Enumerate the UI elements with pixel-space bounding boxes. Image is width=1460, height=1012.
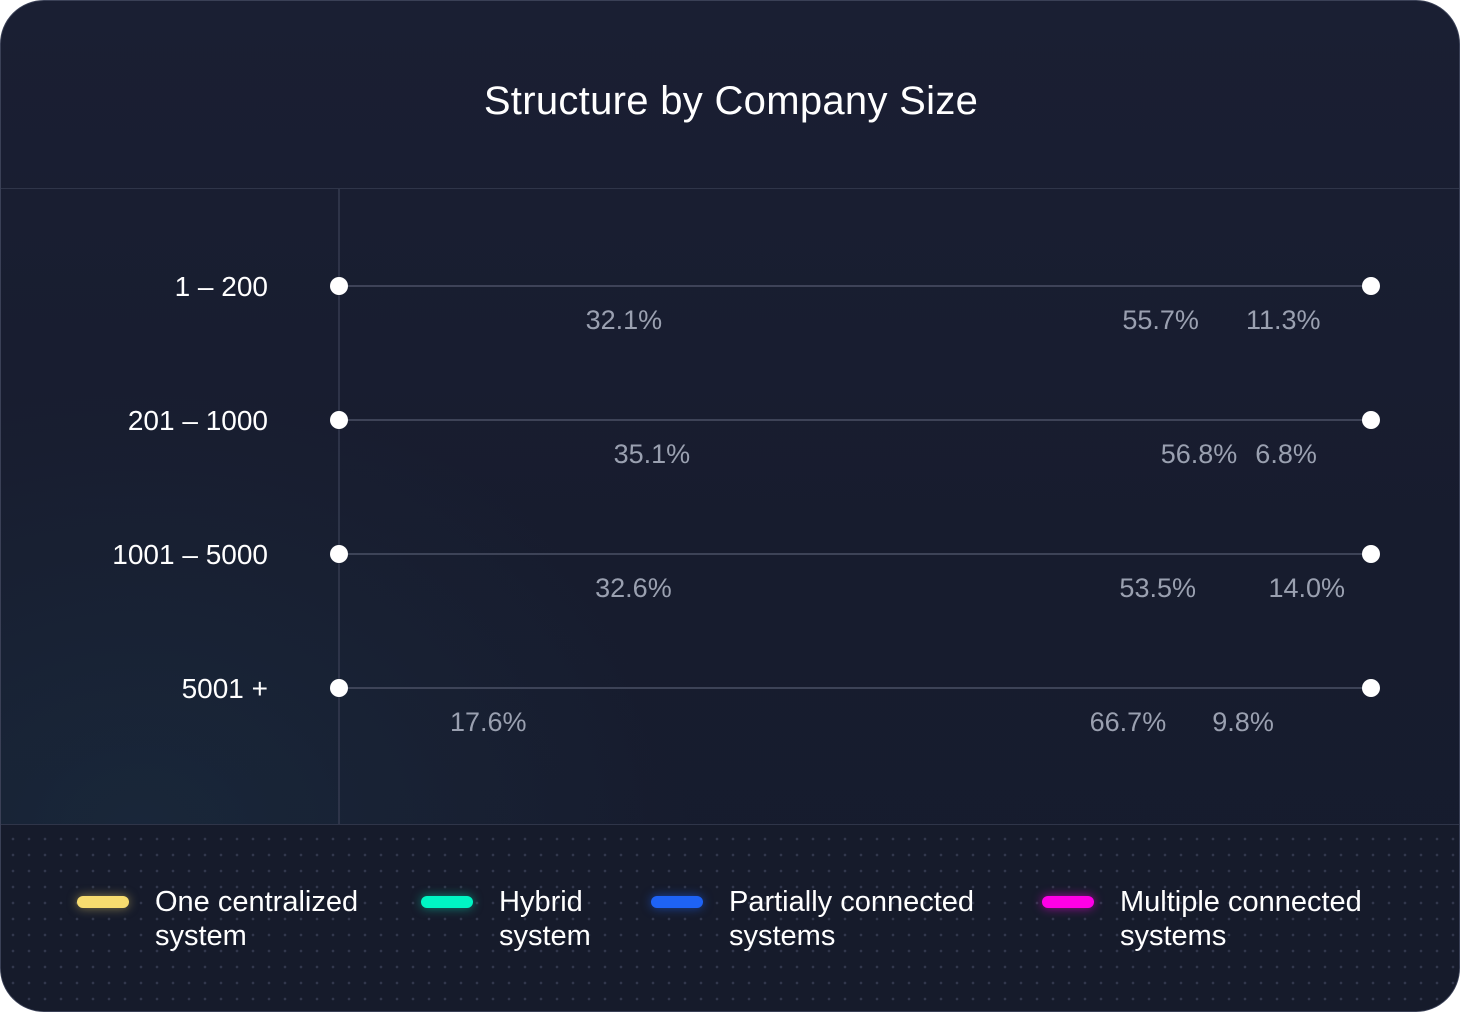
row-2-label-partial: 6.8% [1255, 439, 1317, 469]
row-3-label-hybrid: 53.5% [1119, 573, 1196, 603]
category-label-4: 5001 + [182, 673, 268, 704]
row-1-end-dot [1362, 277, 1380, 295]
stacked-bar-chart: 1 – 200 32.1% 55.7% 11.3% 201 – 1000 35.1% 56.… [112, 189, 1380, 824]
legend-background [1, 825, 1459, 1011]
row-4-label-hybrid: 66.7% [1090, 707, 1167, 737]
legend-divider [1, 824, 1459, 825]
row-4-label-centralized: 17.6% [450, 707, 527, 737]
row-3-end-dot [1362, 545, 1380, 563]
legend-swatch-centralized [77, 896, 129, 908]
category-label-1: 1 – 200 [175, 271, 268, 302]
row-2-label-hybrid: 56.8% [1161, 439, 1238, 469]
row-1-start-dot [330, 277, 348, 295]
legend-label-hybrid: Hybrid system [499, 886, 591, 952]
legend-label-multiple: Multiple connected systems [1120, 886, 1362, 952]
row-1-label-hybrid: 55.7% [1122, 305, 1199, 335]
legend-label-centralized: One centralized system [155, 886, 359, 952]
legend-item-centralized: One centralized system [77, 885, 358, 953]
category-label-2: 201 – 1000 [128, 405, 268, 436]
row-2-label-centralized: 35.1% [614, 439, 691, 469]
chart-title: Structure by Company Size [483, 79, 979, 123]
legend-item-partial: Partially connected systems [651, 885, 974, 953]
legend-swatch-hybrid [421, 896, 473, 908]
legend-item-multiple: Multiple connected systems [1042, 885, 1362, 953]
header-divider [1, 188, 1459, 189]
row-4-label-partial: 9.8% [1212, 707, 1274, 737]
legend-item-hybrid: Hybrid system [421, 885, 591, 953]
legend-swatch-multiple [1042, 896, 1094, 908]
row-4-end-dot [1362, 679, 1380, 697]
row-1-label-partial: 11.3% [1246, 305, 1321, 335]
row-1-label-centralized: 32.1% [586, 305, 663, 335]
row-3-label-partial: 14.0% [1268, 573, 1345, 603]
row-4-start-dot [330, 679, 348, 697]
category-label-3: 1001 – 5000 [112, 539, 268, 570]
row-2-start-dot [330, 411, 348, 429]
legend-swatch-partial [651, 896, 703, 908]
row-3-label-centralized: 32.6% [595, 573, 672, 603]
row-3-start-dot [330, 545, 348, 563]
legend-label-partial: Partially connected systems [729, 886, 975, 952]
row-2-end-dot [1362, 411, 1380, 429]
